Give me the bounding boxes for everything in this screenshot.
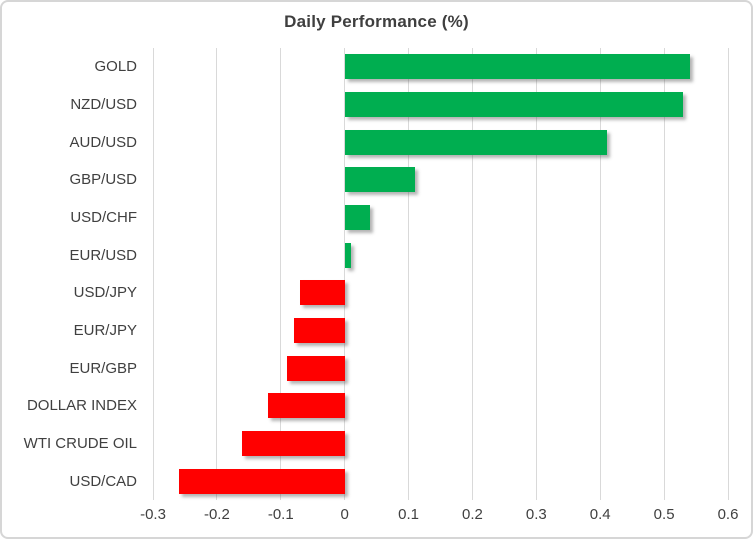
category-label: EUR/GBP	[69, 359, 137, 377]
x-tick-label: 0	[340, 506, 349, 523]
bar-gold	[344, 54, 690, 80]
bar-eur-jpy	[293, 318, 345, 343]
x-tick-label: 0.1	[398, 506, 419, 523]
category-axis: GOLD NZD/USD AUD/USD GBP/USD USD/CHF EUR/USD U…	[2, 48, 137, 500]
gridline	[152, 48, 154, 500]
gridline	[471, 48, 473, 500]
plot-area	[152, 48, 729, 500]
gridline	[599, 48, 601, 500]
bar-wti-crude-oil	[242, 431, 345, 456]
bar-gbp-usd	[344, 167, 415, 193]
x-tick-label: -0.1	[267, 506, 294, 523]
bar-usd-chf	[344, 205, 371, 230]
bar-aud-usd	[344, 129, 607, 155]
x-tick-label: 0.4	[589, 506, 611, 523]
gridline	[408, 48, 410, 500]
x-tick-label: 0.2	[462, 506, 483, 523]
x-tick-label: -0.3	[140, 506, 166, 523]
bar-dollar-index	[268, 393, 345, 419]
category-label: WTI CRUDE OIL	[23, 435, 137, 453]
gridline	[727, 48, 729, 500]
category-label: NZD/USD	[70, 96, 137, 113]
x-tick-label: 0.6	[717, 506, 739, 523]
bar-usd-cad	[178, 468, 345, 494]
category-label: USD/CAD	[69, 472, 137, 490]
gridline	[663, 48, 665, 500]
bar-eur-gbp	[287, 355, 345, 381]
category-label: GBP/USD	[69, 171, 137, 189]
gridline	[344, 48, 346, 500]
x-tick-label: 0.3	[525, 506, 547, 523]
gridline	[280, 48, 282, 500]
category-label: DOLLAR INDEX	[26, 397, 137, 415]
bar-usd-jpy	[299, 280, 345, 306]
x-tick-label: -0.2	[203, 506, 230, 523]
bar-nzd-usd	[344, 92, 684, 117]
category-label: AUD/USD	[69, 133, 137, 151]
category-label: EUR/USD	[69, 246, 137, 264]
category-label: USD/CHF	[70, 209, 137, 227]
x-axis: -0.3 -0.2 -0.1 0 0.1 0.2 0.3 0.4 0.5 0.6	[140, 506, 738, 528]
chart-title: Daily Performance (%)	[284, 12, 469, 31]
x-tick-label: 0.5	[653, 506, 675, 523]
gridline	[216, 48, 218, 500]
gridline	[535, 48, 537, 500]
category-label: GOLD	[94, 58, 137, 76]
category-label: EUR/JPY	[73, 322, 137, 340]
category-label: USD/JPY	[73, 284, 137, 302]
bar-eur-usd	[344, 242, 352, 268]
